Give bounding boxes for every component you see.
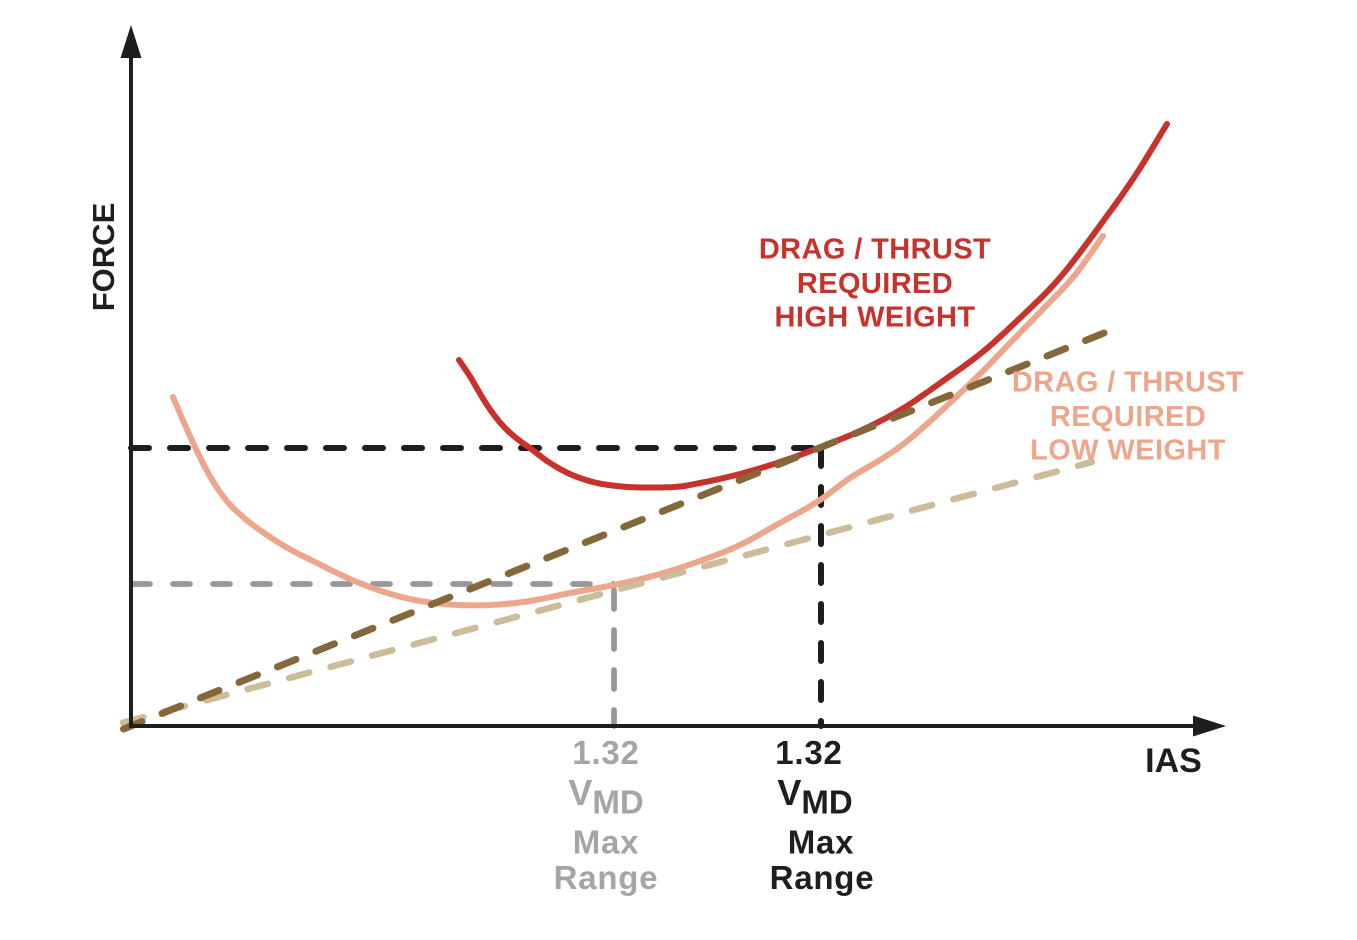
svg-text:LOW WEIGHT: LOW WEIGHT bbox=[1030, 435, 1226, 467]
svg-text:1.32: 1.32 bbox=[775, 734, 842, 771]
svg-text:FORCE: FORCE bbox=[86, 203, 121, 312]
svg-text:Max: Max bbox=[788, 824, 855, 861]
svg-text:DRAG / THRUST: DRAG / THRUST bbox=[759, 234, 991, 266]
svg-text:1.32: 1.32 bbox=[572, 734, 639, 771]
svg-text:DRAG / THRUST: DRAG / THRUST bbox=[1012, 367, 1244, 399]
svg-text:Range: Range bbox=[770, 859, 875, 896]
svg-text:Range: Range bbox=[554, 859, 659, 896]
svg-text:HIGH WEIGHT: HIGH WEIGHT bbox=[775, 302, 976, 334]
svg-text:REQUIRED: REQUIRED bbox=[797, 268, 953, 300]
svg-text:REQUIRED: REQUIRED bbox=[1050, 401, 1206, 433]
svg-text:Max: Max bbox=[573, 824, 640, 861]
svg-text:IAS: IAS bbox=[1145, 742, 1202, 780]
